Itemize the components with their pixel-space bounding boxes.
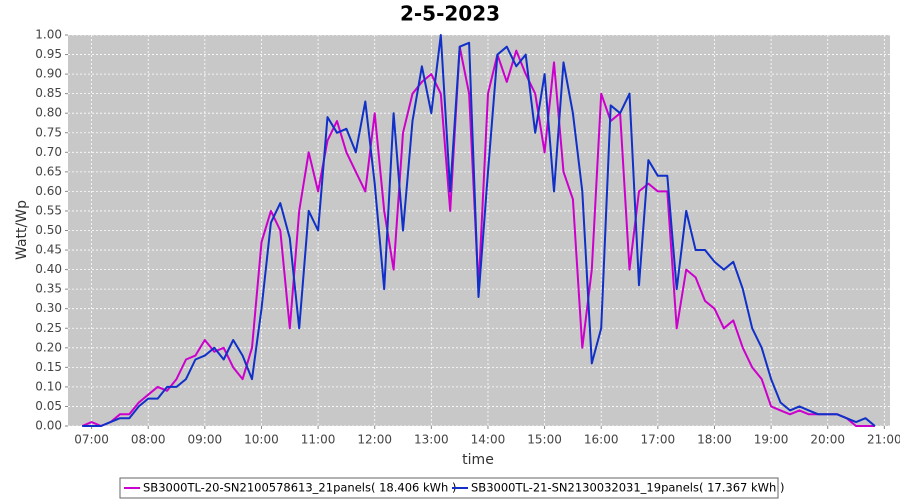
y-tick-label: 0.00 — [35, 419, 62, 433]
y-tick-label: 0.85 — [35, 86, 62, 100]
x-tick-label: 13:00 — [414, 433, 449, 447]
y-tick-label: 0.75 — [35, 125, 62, 139]
y-tick-label: 0.80 — [35, 106, 62, 120]
x-tick-label: 14:00 — [471, 433, 506, 447]
x-tick-label: 12:00 — [357, 433, 392, 447]
y-axis-label: Watt/Wp — [14, 200, 30, 260]
y-tick-label: 1.00 — [35, 28, 62, 42]
x-tick-label: 18:00 — [697, 433, 732, 447]
y-tick-label: 0.90 — [35, 67, 62, 81]
y-tick-label: 0.10 — [35, 379, 62, 393]
x-tick-label: 19:00 — [754, 433, 789, 447]
y-tick-label: 0.30 — [35, 301, 62, 315]
y-tick-label: 0.50 — [35, 223, 62, 237]
x-tick-label: 09:00 — [188, 433, 223, 447]
x-tick-label: 20:00 — [810, 433, 845, 447]
y-tick-label: 0.35 — [35, 282, 62, 296]
x-axis-label: time — [462, 452, 494, 468]
x-tick-label: 15:00 — [527, 433, 562, 447]
y-tick-label: 0.95 — [35, 47, 62, 61]
x-tick-label: 11:00 — [301, 433, 336, 447]
y-tick-label: 0.20 — [35, 340, 62, 354]
x-tick-label: 21:00 — [867, 433, 900, 447]
x-tick-label: 07:00 — [74, 433, 109, 447]
x-tick-label: 10:00 — [244, 433, 279, 447]
y-tick-label: 0.70 — [35, 145, 62, 159]
y-tick-label: 0.60 — [35, 184, 62, 198]
y-tick-label: 0.40 — [35, 262, 62, 276]
legend-label: SB3000TL-20-SN2100578613_21panels( 18.40… — [143, 481, 456, 495]
y-tick-label: 0.45 — [35, 243, 62, 257]
x-tick-label: 17:00 — [641, 433, 676, 447]
chart-title: 2-5-2023 — [400, 2, 500, 26]
x-tick-label: 16:00 — [584, 433, 619, 447]
legend — [119, 477, 779, 499]
y-tick-label: 0.65 — [35, 164, 62, 178]
y-tick-label: 0.55 — [35, 203, 62, 217]
legend-label: SB3000TL-21-SN2130032031_19panels( 17.36… — [471, 481, 784, 495]
series-line — [82, 34, 876, 427]
x-tick-label: 08:00 — [131, 433, 166, 447]
y-tick-label: 0.15 — [35, 360, 62, 374]
y-tick-label: 0.25 — [35, 321, 62, 335]
y-tick-label: 0.05 — [35, 399, 62, 413]
